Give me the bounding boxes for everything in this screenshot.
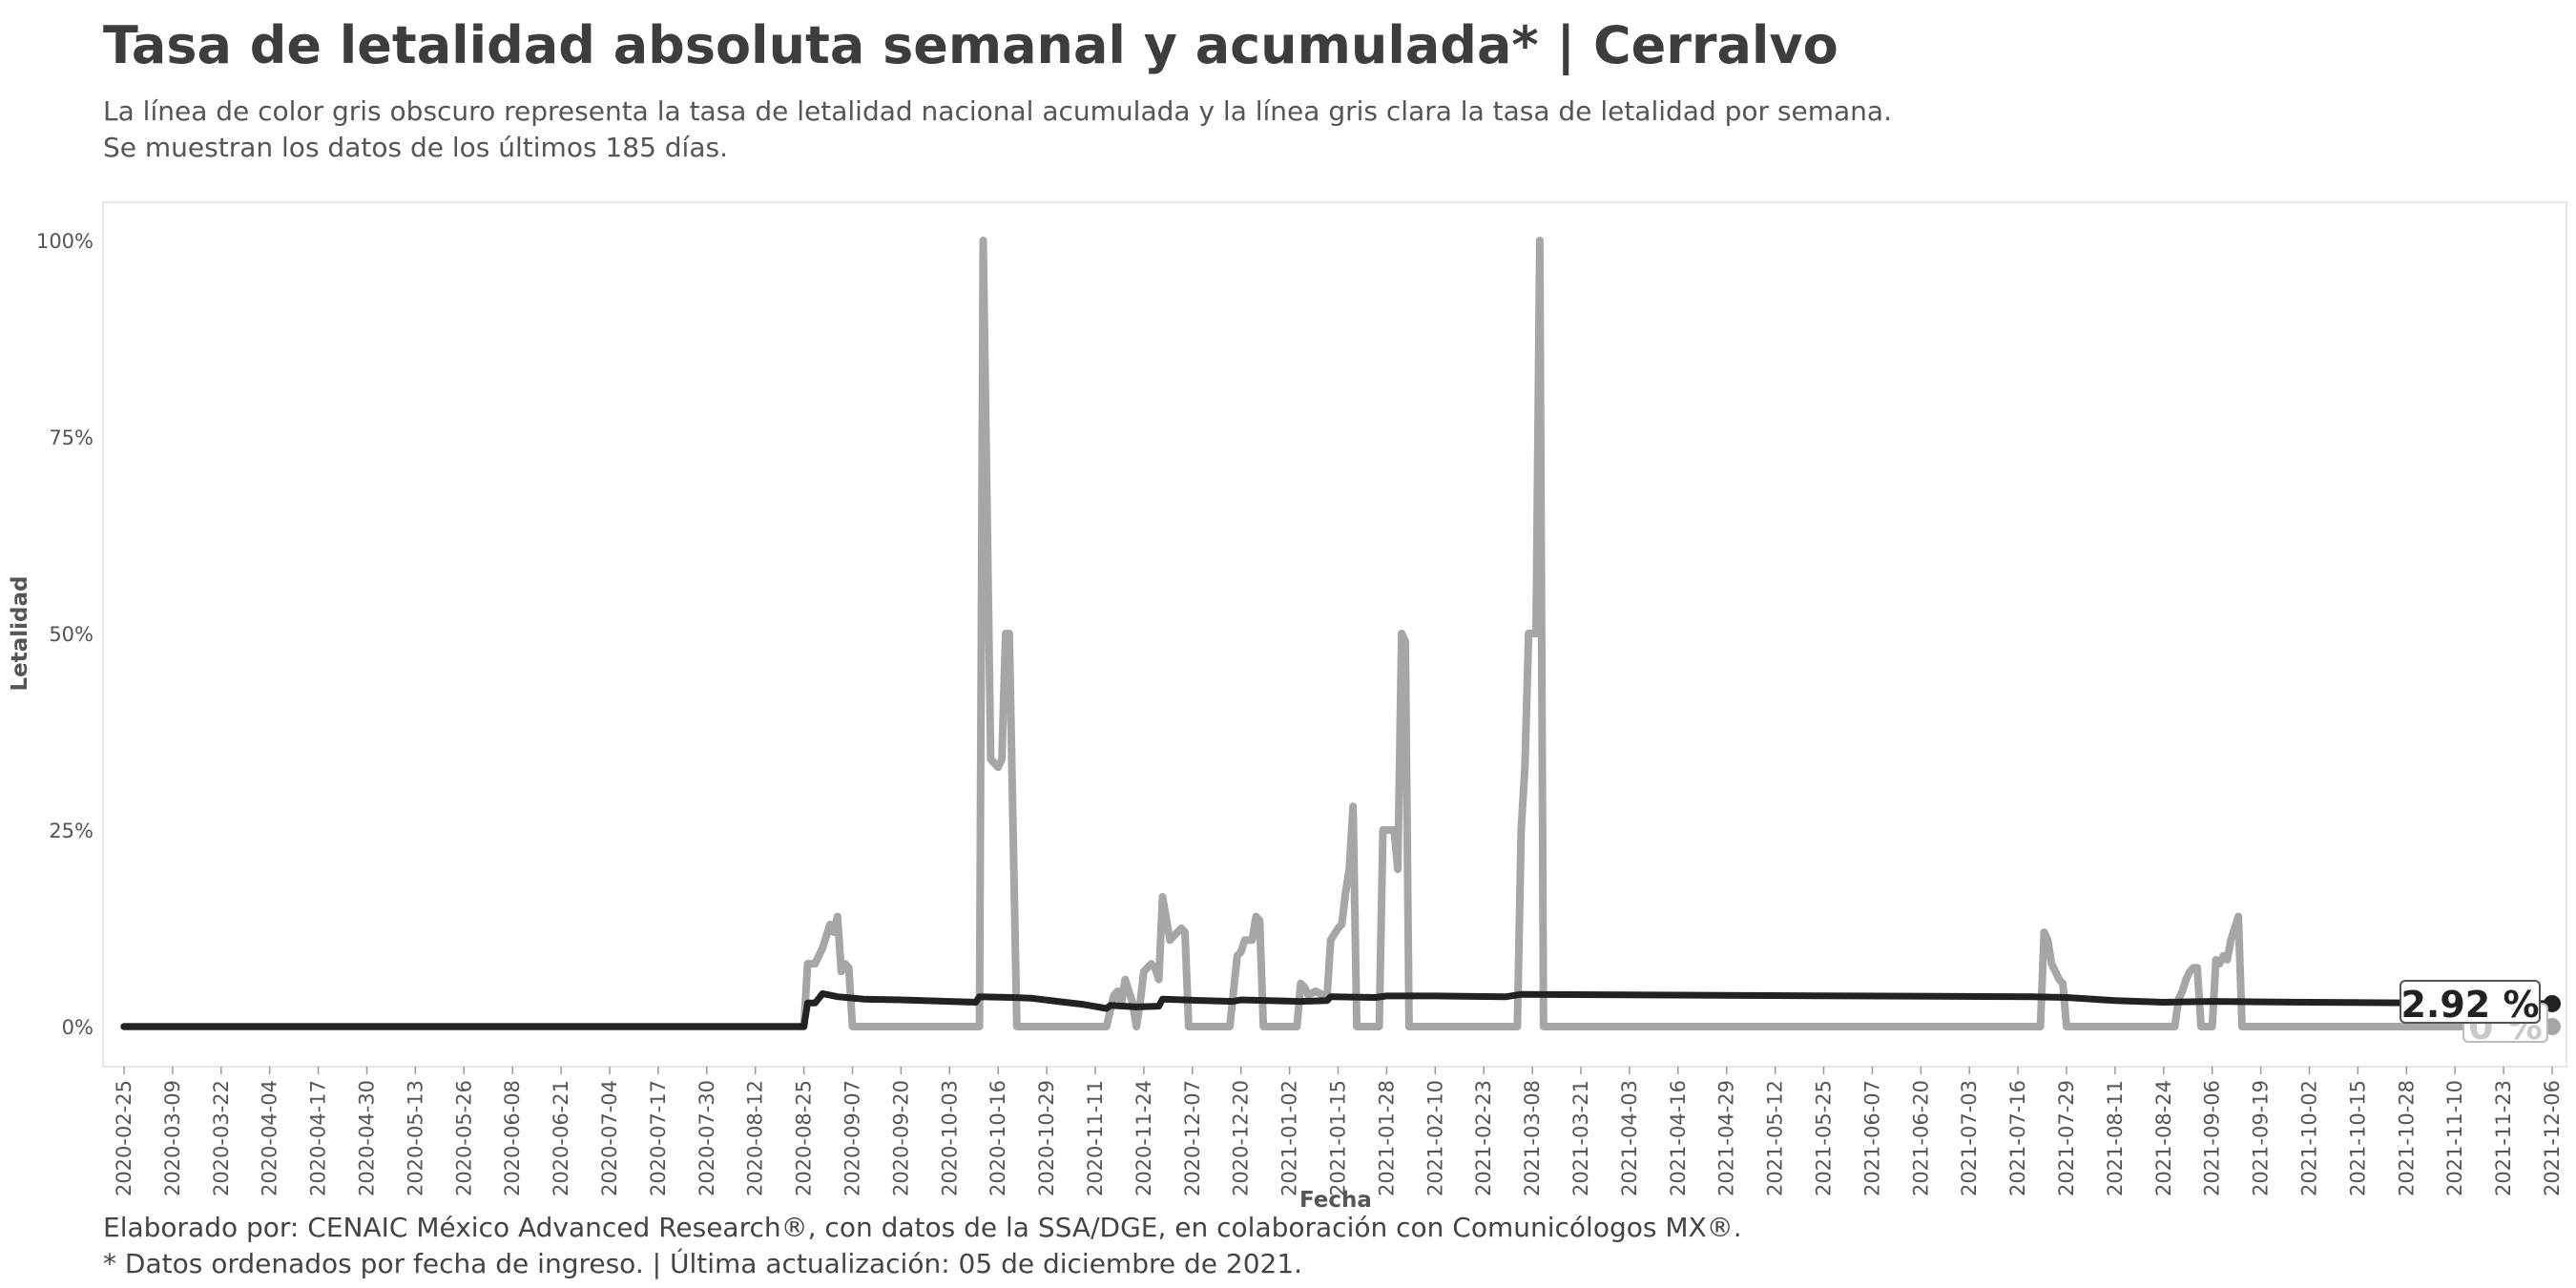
y-tick-label: 0% [62, 1016, 93, 1039]
y-tick-label: 25% [49, 820, 93, 842]
x-tick-label: 2020-03-22 [210, 1080, 233, 1196]
x-tick-label: 2020-07-04 [598, 1080, 621, 1196]
caption-line-2: * Datos ordenados por fecha de ingreso. … [103, 1248, 1303, 1279]
x-tick-label: 2020-06-08 [501, 1080, 524, 1196]
x-tick-label: 2021-01-28 [1375, 1080, 1398, 1196]
x-tick-label: 2021-11-10 [2443, 1080, 2466, 1196]
x-tick-label: 2020-06-21 [550, 1080, 572, 1196]
x-tick-label: 2021-02-10 [1423, 1080, 1446, 1196]
accumulated-end-label-box [2399, 979, 2541, 1024]
x-tick-label: 2020-11-24 [1132, 1080, 1155, 1196]
x-tick-label: 2021-10-28 [2395, 1080, 2418, 1196]
x-tick-label: 2021-07-03 [1958, 1080, 1981, 1196]
plot-panel [102, 201, 2567, 1068]
x-tick-label: 2020-09-07 [841, 1080, 864, 1196]
x-tick-label: 2020-10-16 [987, 1080, 1009, 1196]
x-tick-label: 2020-12-07 [1181, 1080, 1204, 1196]
weekly-line [120, 237, 2556, 1030]
chart-caption: Elaborado por: CENAIC México Advanced Re… [103, 1210, 1742, 1282]
end-labels: 0 %2.92 % [2399, 979, 2561, 1048]
x-axis-ticks: 2020-02-25 2020-03-09 2020-03-22 2020-04-04… [113, 1067, 2564, 1196]
x-tick-label: 2020-10-29 [1035, 1080, 1058, 1196]
x-tick-label: 2021-01-15 [1327, 1080, 1350, 1196]
x-tick-label: 2020-11-11 [1084, 1080, 1107, 1196]
y-tick-label: 50% [49, 623, 93, 646]
series-layer [120, 237, 2556, 1030]
x-tick-label: 2020-09-20 [889, 1080, 912, 1196]
x-tick-label: 2021-01-02 [1278, 1080, 1301, 1196]
x-tick-label: 2020-08-25 [793, 1080, 816, 1196]
subtitle-line-2: Se muestran los datos de los últimos 185… [103, 132, 728, 163]
x-axis-title: Fecha [1299, 1188, 1372, 1213]
x-tick-label: 2020-04-30 [356, 1080, 379, 1196]
x-tick-label: 2020-08-12 [744, 1080, 767, 1196]
x-tick-label: 2020-07-17 [647, 1080, 670, 1196]
x-tick-label: 2021-03-08 [1521, 1080, 1544, 1196]
x-tick-label: 2021-06-20 [1909, 1080, 1932, 1196]
x-tick-label: 2021-08-11 [2104, 1080, 2127, 1196]
x-tick-label: 2021-08-24 [2152, 1080, 2175, 1196]
x-tick-label: 2021-05-12 [1764, 1080, 1787, 1196]
x-tick-label: 2021-11-23 [2492, 1080, 2515, 1196]
y-axis-ticks: 0% 25% 50% 75% 100% [36, 230, 93, 1039]
x-tick-label: 2021-09-19 [2250, 1080, 2273, 1196]
x-tick-label: 2020-05-13 [404, 1080, 426, 1196]
accumulated-line [120, 989, 2556, 1030]
y-tick-label: 100% [36, 230, 93, 253]
x-tick-label: 2021-10-15 [2346, 1080, 2369, 1196]
x-tick-label: 2021-07-29 [2055, 1080, 2078, 1196]
x-tick-label: 2021-02-23 [1472, 1080, 1495, 1196]
x-tick-label: 2021-09-06 [2201, 1080, 2224, 1196]
x-tick-label: 2021-10-02 [2298, 1080, 2321, 1196]
x-tick-label: 2020-04-04 [259, 1080, 281, 1196]
x-tick-label: 2021-12-06 [2541, 1080, 2564, 1196]
y-tick-label: 75% [49, 426, 93, 449]
x-tick-label: 2021-03-21 [1569, 1080, 1592, 1196]
x-tick-label: 2021-04-03 [1618, 1080, 1641, 1196]
x-tick-label: 2020-12-20 [1230, 1080, 1253, 1196]
x-tick-label: 2020-02-25 [113, 1080, 135, 1196]
x-tick-label: 2020-05-26 [452, 1080, 475, 1196]
x-tick-label: 2020-04-17 [307, 1080, 330, 1196]
x-tick-label: 2021-04-16 [1667, 1080, 1690, 1196]
y-axis-title: Letalidad [8, 576, 32, 692]
x-tick-label: 2020-03-09 [161, 1080, 184, 1196]
x-tick-label: 2021-06-07 [1860, 1080, 1883, 1196]
accumulated-end-label: 2.92 % [2400, 984, 2539, 1026]
subtitle-line-1: La línea de color gris obscuro represent… [103, 95, 1892, 127]
x-tick-label: 2020-10-03 [938, 1080, 961, 1196]
x-tick-label: 2021-05-25 [1813, 1080, 1836, 1196]
x-tick-label: 2021-07-16 [2006, 1080, 2029, 1196]
chart-subtitle: La línea de color gris obscuro represent… [103, 93, 1892, 166]
x-tick-label: 2021-04-29 [1715, 1080, 1738, 1196]
caption-line-1: Elaborado por: CENAIC México Advanced Re… [103, 1212, 1742, 1243]
chart-title: Tasa de letalidad absoluta semanal y acu… [103, 15, 1839, 75]
x-tick-label: 2020-07-30 [696, 1080, 718, 1196]
